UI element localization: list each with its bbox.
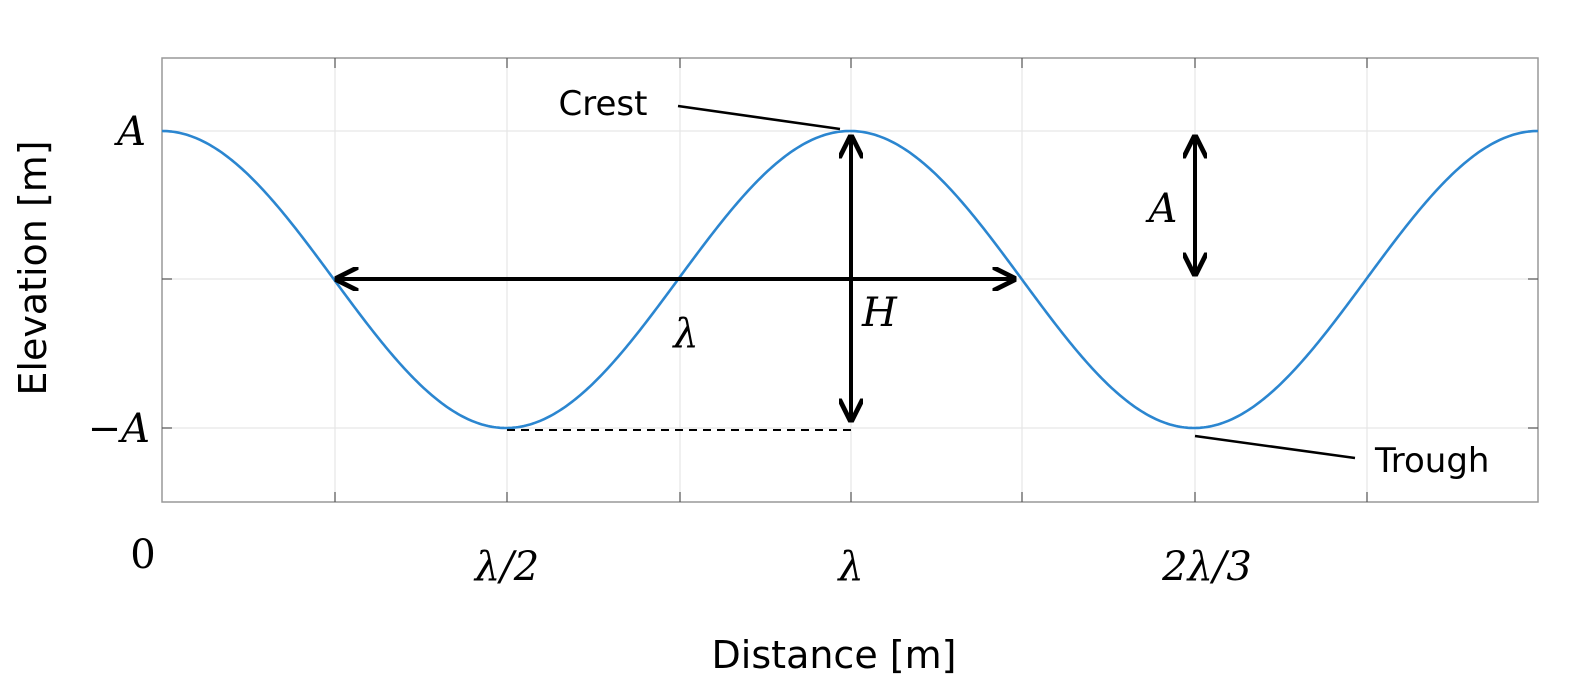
amplitude-label: A — [1145, 186, 1178, 232]
xtick-label-half-lambda: λ/2 — [473, 544, 539, 590]
trough-leader-line — [1194, 434, 1356, 460]
x-axis-label: Distance [m] — [712, 633, 957, 677]
plot-frame — [161, 57, 1539, 503]
trough-label: Trough — [1374, 441, 1489, 481]
wavelength-label: λ — [671, 311, 698, 357]
height-label: H — [861, 290, 898, 336]
crest-label: Crest — [559, 84, 648, 124]
y-axis-label: Elevation [m] — [11, 140, 55, 395]
ytick-label-A: A — [113, 109, 146, 155]
crest-leader-line — [677, 104, 841, 131]
xtick-label-two-thirds-lambda: 2λ/3 — [1161, 544, 1252, 590]
xtick-label-0: 0 — [130, 532, 155, 578]
ytick-label-minus-A: −A — [88, 406, 150, 452]
xtick-label-lambda: λ — [836, 544, 863, 590]
wave-curve — [161, 129, 1539, 430]
